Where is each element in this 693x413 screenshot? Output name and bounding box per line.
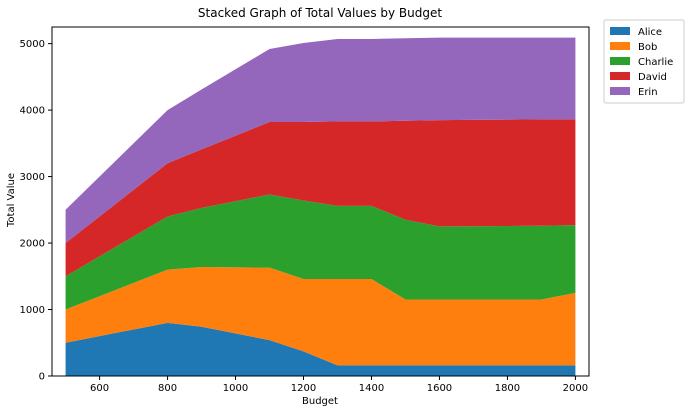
legend-label-alice: Alice [638, 27, 662, 38]
legend-label-charlie: Charlie [638, 57, 673, 68]
x-axis-label: Budget [302, 396, 338, 407]
area-series-charlie [65, 194, 576, 310]
area-series-alice [65, 322, 576, 376]
area-layer [65, 37, 576, 376]
y-axis: 0 1000 2000 3000 4000 5000 [20, 39, 52, 383]
legend-swatch-david [610, 72, 630, 80]
y-tick-label-4000: 4000 [20, 106, 45, 117]
x-tick-label-1600: 1600 [427, 383, 452, 394]
legend-label-david: David [638, 72, 667, 83]
legend-swatch-charlie [610, 57, 630, 65]
x-tick-label-1800: 1800 [495, 383, 520, 394]
x-axis: 600 800 1000 1200 1400 1600 1800 2000 [90, 376, 588, 394]
x-tick-label-1000: 1000 [223, 383, 248, 394]
area-series-david [65, 119, 576, 277]
y-tick-label-1000: 1000 [20, 305, 45, 316]
y-tick-label-5000: 5000 [20, 39, 45, 50]
x-tick-label-1400: 1400 [359, 383, 384, 394]
plot-frame [51, 26, 590, 377]
x-tick-label-2000: 2000 [563, 383, 588, 394]
y-axis-label: Total Value [6, 173, 17, 228]
area-series-bob [65, 266, 576, 366]
chart-title: Stacked Graph of Total Values by Budget [198, 6, 442, 20]
legend-swatch-bob [610, 42, 630, 50]
y-tick-label-3000: 3000 [20, 172, 45, 183]
area-series-erin [65, 37, 576, 244]
x-tick-label-600: 600 [90, 383, 109, 394]
legend-swatch-alice [610, 27, 630, 35]
y-tick-label-0: 0 [39, 372, 45, 383]
legend-label-bob: Bob [638, 42, 657, 53]
x-tick-label-1200: 1200 [291, 383, 316, 394]
legend: Alice Bob Charlie David Erin [603, 19, 685, 104]
legend-box [603, 19, 685, 104]
y-tick-label-2000: 2000 [20, 239, 45, 250]
legend-label-erin: Erin [638, 87, 658, 98]
x-tick-label-800: 800 [158, 383, 177, 394]
legend-swatch-erin [610, 87, 630, 95]
